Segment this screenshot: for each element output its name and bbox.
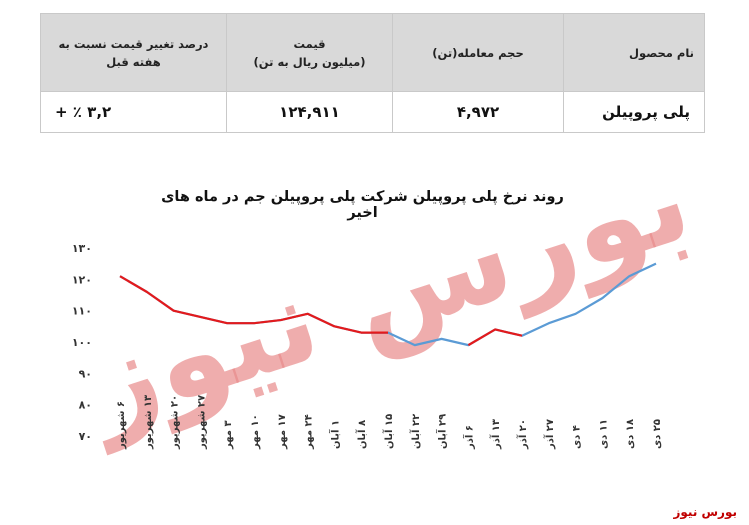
y-axis: ۷۰ ۸۰ ۹۰ ۱۰۰ ۱۱۰ ۱۲۰ ۱۳۰ [72, 242, 92, 443]
x-tick-label: ۱۸ دی [625, 419, 636, 449]
cell-volume: ۴,۹۷۲ [392, 91, 564, 133]
header-product: نام محصول [563, 13, 705, 92]
header-change-label: درصد تغییر قیمت نسبت به هفته قبل [58, 36, 209, 69]
y-tick-label: ۸۰ [79, 399, 92, 412]
y-tick-label: ۹۰ [79, 367, 92, 380]
series-lines [119, 262, 657, 347]
x-tick-label: ۲۹ آبان [436, 414, 449, 449]
x-tick-label: ۱۷ مهر [277, 414, 288, 450]
price-table: نام محصول حجم معامله(تن) قیمت (میلیون ری… [40, 13, 705, 133]
y-tick-label: ۱۱۰ [72, 305, 92, 318]
x-tick-label: ۱۳ شهریور [143, 395, 154, 450]
x-tick-label: ۲۷ شهریور [196, 395, 207, 450]
x-tick-label: ۳ مهر [223, 420, 234, 450]
y-tick-label: ۱۲۰ [72, 273, 92, 286]
x-tick-label: ۱ آبان [328, 420, 341, 449]
x-tick-label: ۲۵ دی [652, 419, 663, 449]
cell-change-value: ۳,۲ ٪ + [55, 103, 112, 121]
x-tick-label: ۶ شهریور [116, 401, 127, 450]
x-tick-label: ۲۷ آذر [543, 419, 556, 450]
header-volume: حجم معامله(تن) [392, 13, 564, 92]
x-tick-label: ۲۰ شهریور [170, 395, 181, 450]
x-tick-label: ۲۰ آذر [516, 419, 529, 450]
cell-change: ۳,۲ ٪ + [40, 91, 227, 133]
header-price-line1: قیمت [293, 36, 326, 51]
footer-source: بورس نیوز [673, 505, 737, 519]
series-line-red [467, 328, 523, 347]
table-header-row: نام محصول حجم معامله(تن) قیمت (میلیون ری… [40, 13, 705, 92]
x-tick-label: ۱۳ آذر [489, 419, 502, 450]
header-price-line2: (میلیون ریال به تن) [253, 54, 366, 69]
x-axis: ۶ شهریور ۱۳ شهریور ۲۰ شهریور ۲۷ شهریور ۳ مهر… [116, 395, 663, 450]
x-tick-label: ۲۴ مهر [304, 414, 315, 450]
header-change: درصد تغییر قیمت نسبت به هفته قبل [40, 13, 227, 92]
x-tick-label: ۲۲ آبان [409, 414, 422, 449]
table-row: پلی پروپیلن ۴,۹۷۲ ۱۲۴,۹۱۱ ۳,۲ ٪ + [40, 91, 705, 133]
x-tick-label: ۶ آذر [462, 425, 475, 450]
chart-title: روند نرخ پلی پروپیلن شرکت پلی پروپیلن جم… [161, 189, 564, 221]
x-tick-label: ۴ دی [572, 425, 583, 449]
cell-price: ۱۲۴,۹۱۱ [226, 91, 393, 133]
y-tick-label: ۱۰۰ [72, 336, 92, 349]
x-tick-label: ۱۰ مهر [250, 414, 261, 450]
cell-product: پلی پروپیلن [563, 91, 705, 133]
y-tick-label: ۱۳۰ [72, 242, 92, 255]
series-line-red [119, 275, 388, 334]
y-tick-label: ۷۰ [79, 430, 92, 443]
x-tick-label: ۸ آبان [355, 420, 368, 449]
x-tick-label: ۱۱ دی [598, 419, 609, 449]
x-tick-label: ۱۵ آبان [382, 414, 395, 449]
